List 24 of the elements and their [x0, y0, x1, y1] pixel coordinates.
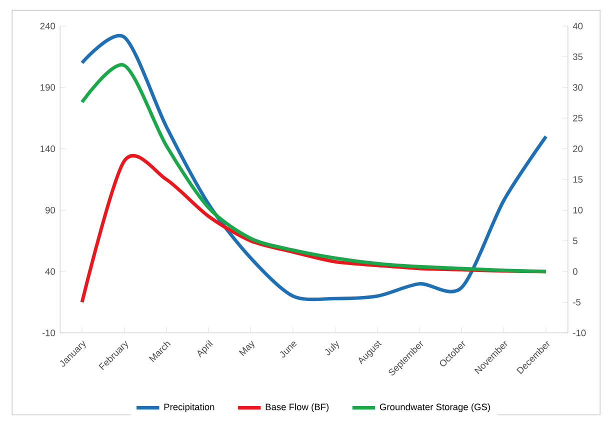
- y-tick-label: 90: [45, 206, 56, 214]
- y2-tick-label: 15: [573, 176, 583, 183]
- y2-tick-label: 5: [573, 238, 578, 244]
- y2-tick-label: 10: [573, 206, 583, 214]
- y2-tick-label: 35: [573, 53, 583, 60]
- y2-tick-label: 30: [573, 84, 583, 91]
- x-tick-label: July: [324, 340, 339, 356]
- y2-tick-label: 25: [573, 114, 583, 122]
- y2-tick-label: 20: [573, 146, 583, 152]
- y-tick-label: -10: [42, 330, 56, 336]
- y2-tick-label: -10: [573, 330, 586, 336]
- legend-label: Base Flow (BF): [266, 403, 329, 412]
- y2-tick-label: -5: [573, 299, 581, 306]
- y2-tick-label: 40: [572, 22, 583, 30]
- y-tick-label: 190: [40, 84, 56, 91]
- legend-label: Groundwater Storage (GS): [380, 403, 490, 412]
- y-tick-label: 140: [40, 146, 56, 152]
- legend-label: Precipitation: [164, 403, 214, 412]
- y2-tick-label: 0: [573, 268, 578, 275]
- line-series: [80, 34, 548, 302]
- x-tick-label: May: [238, 340, 254, 356]
- y-tick-label: 40: [45, 268, 56, 275]
- y-tick-label: 240: [40, 22, 56, 30]
- line-series: [80, 63, 548, 274]
